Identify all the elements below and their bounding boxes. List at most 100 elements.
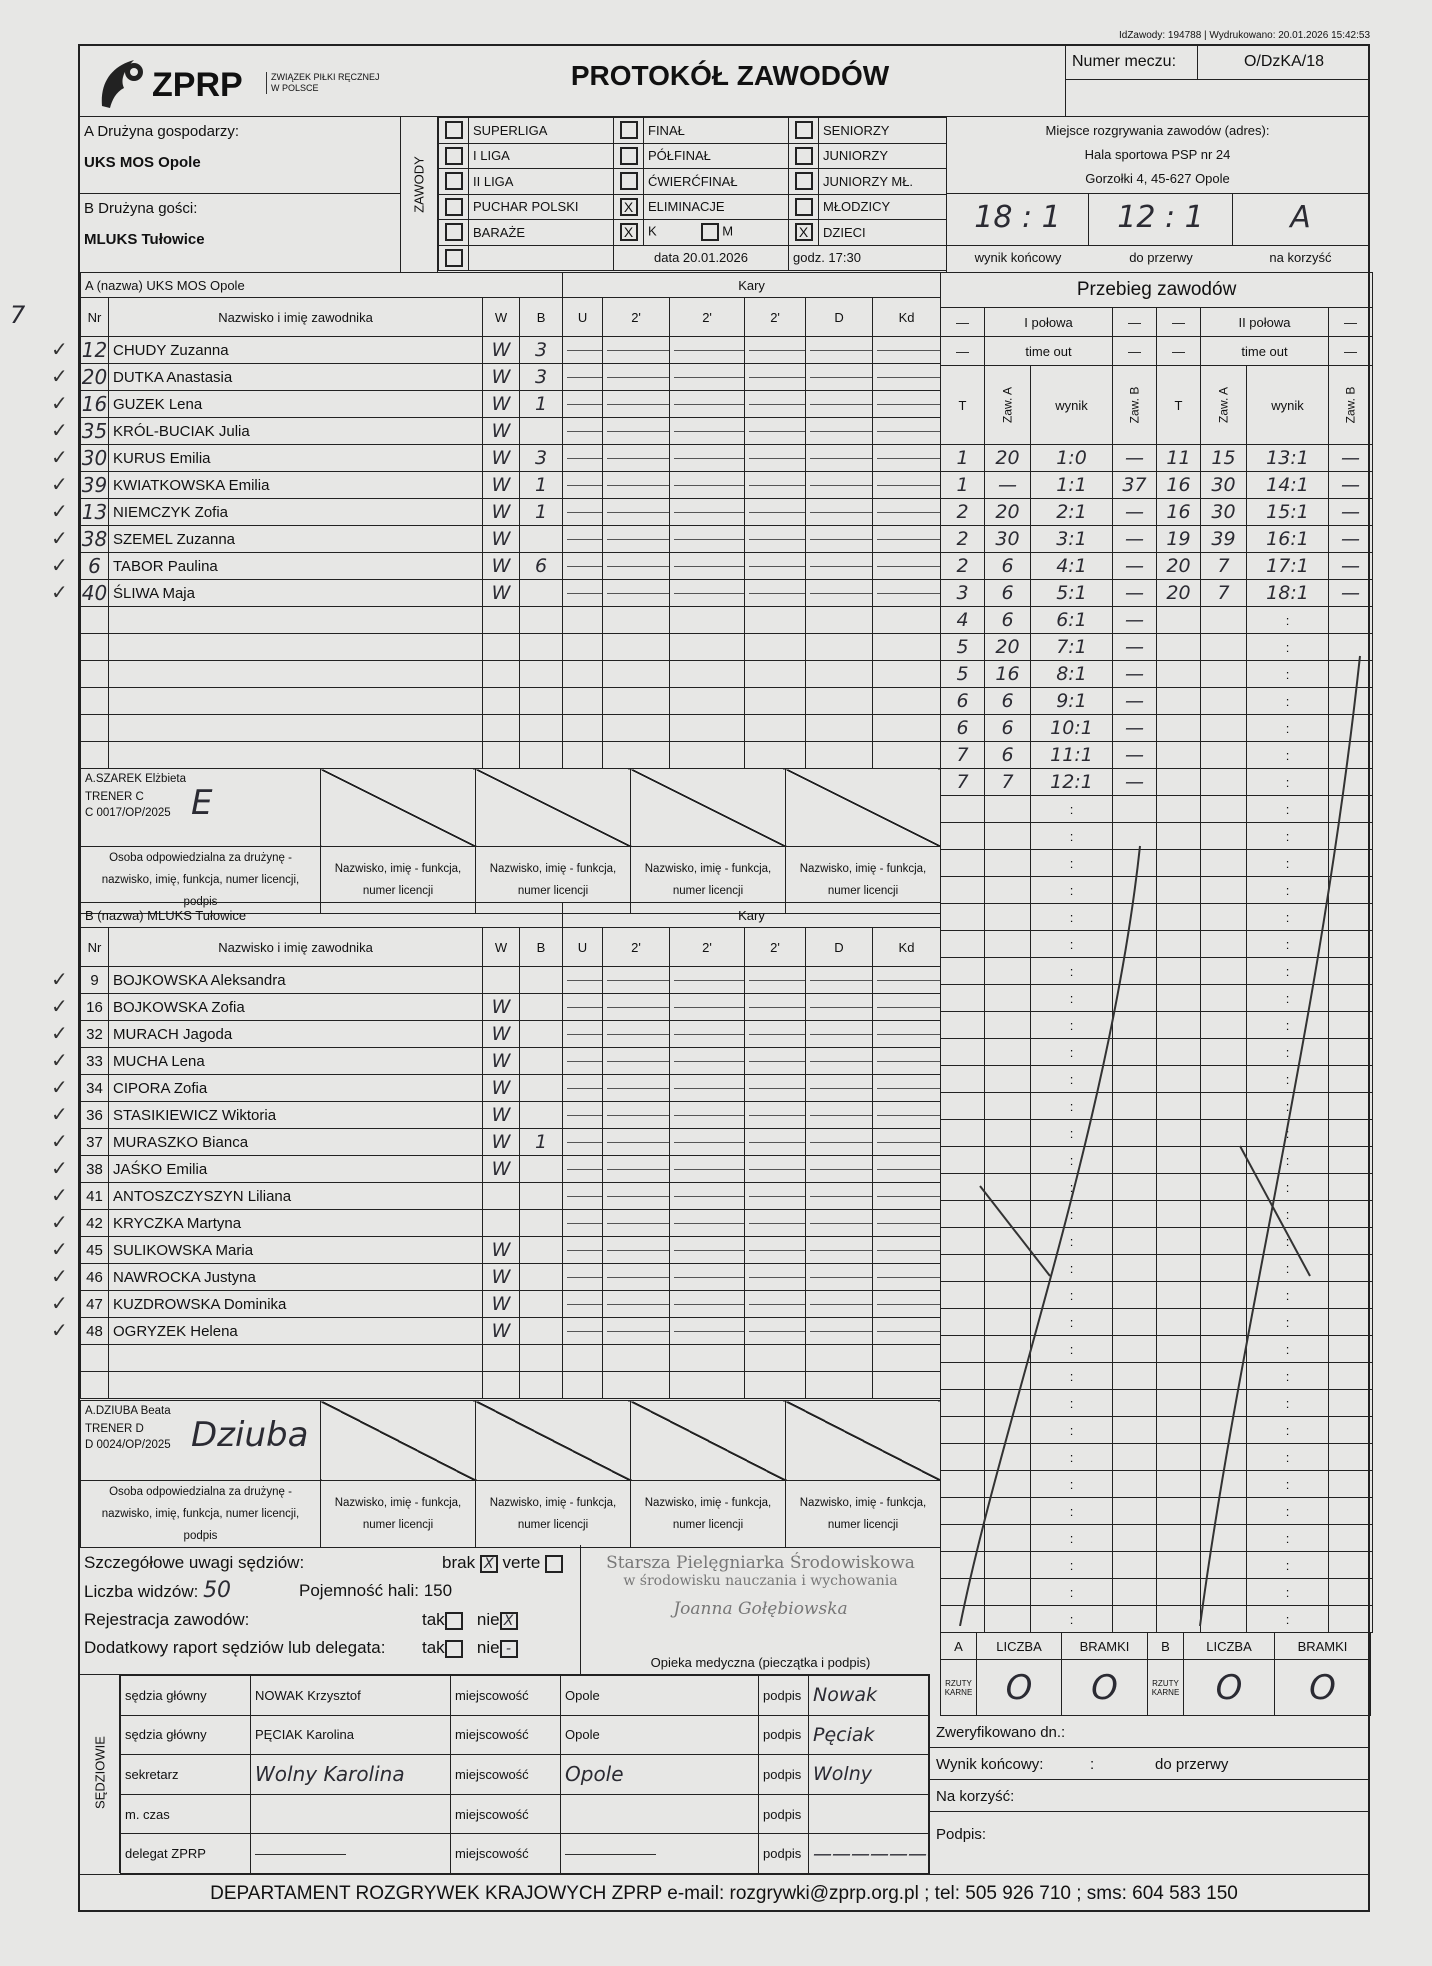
- empty-cell: [1200, 1362, 1247, 1390]
- competition-checkbox[interactable]: X: [619, 197, 638, 216]
- progress-row: 3 6 5:1—20 7 18:1—: [940, 579, 1374, 607]
- score-separator: :: [1246, 741, 1329, 769]
- empty-cell: [1112, 1362, 1157, 1390]
- score-separator: :: [1030, 1605, 1113, 1633]
- check-mark-icon: ✓: [51, 472, 68, 496]
- empty-cell: [1156, 687, 1201, 715]
- empty-cell: [984, 1335, 1031, 1363]
- penalty-cell: [871, 1182, 942, 1210]
- dash: —: [940, 336, 985, 366]
- empty-cell: [669, 1344, 745, 1372]
- col-2min: 2': [669, 927, 745, 967]
- progress-row: ::: [940, 1389, 1374, 1417]
- empty-cell: [805, 660, 874, 688]
- registration-yes-checkbox[interactable]: [444, 1611, 463, 1630]
- competition-checkbox[interactable]: [619, 172, 638, 191]
- empty-cell: [871, 1371, 942, 1399]
- competition-checkbox[interactable]: [700, 223, 719, 242]
- competition-checkbox[interactable]: [444, 248, 463, 267]
- empty-cell: [482, 660, 520, 688]
- progress-time: 4: [940, 606, 985, 634]
- progress-scorer-b: —: [1112, 633, 1157, 661]
- competition-checkbox[interactable]: [794, 172, 813, 191]
- penalty-cell: [805, 417, 874, 445]
- competition-checkbox[interactable]: [619, 146, 638, 165]
- empty-official-slot: [785, 1400, 941, 1481]
- progress-time: 2: [940, 552, 985, 580]
- competition-checkbox-grid: SUPERLIGA FINAŁ SENIORZY I LIGA PÓŁFINAŁ JUNI…: [438, 117, 947, 271]
- report-no-checkbox[interactable]: -: [499, 1639, 518, 1658]
- competition-checkbox[interactable]: [444, 121, 463, 140]
- empty-cell: [1200, 1416, 1247, 1444]
- penalty-cell: [669, 1101, 745, 1129]
- penalty-cell: [602, 1074, 670, 1102]
- vertical-header: Zaw. B: [1127, 386, 1142, 424]
- empty-cell: [940, 957, 985, 985]
- competition-checkbox[interactable]: [444, 146, 463, 165]
- progress-scorer-b: —: [1327, 471, 1374, 499]
- empty-cell: [1327, 660, 1374, 688]
- competition-checkbox[interactable]: [794, 146, 813, 165]
- report-yes-checkbox[interactable]: [444, 1639, 463, 1658]
- progress-time: 11: [1156, 444, 1201, 472]
- score-separator: :: [1246, 957, 1329, 985]
- competition-checkbox[interactable]: [794, 121, 813, 140]
- empty-cell: [1327, 795, 1374, 823]
- competition-checkbox-cell: [438, 142, 469, 169]
- competition-checkbox[interactable]: X: [619, 223, 638, 242]
- empty-cell: [1327, 1551, 1374, 1579]
- remarks-verte-label: verte: [502, 1553, 541, 1572]
- penalty-cell: [602, 1128, 670, 1156]
- competition-checkbox[interactable]: [444, 197, 463, 216]
- remarks-none-checkbox[interactable]: X: [479, 1554, 498, 1573]
- penalty-cell: [602, 1101, 670, 1129]
- col-header: Zaw. A: [984, 365, 1031, 445]
- referee-row: sekretarz Wolny Karolina miejscowość Opole p…: [120, 1754, 929, 1795]
- empty-cell: [940, 849, 985, 877]
- empty-cell: [984, 1416, 1031, 1444]
- penalty-cell: [805, 336, 874, 364]
- responsible-label: Osoba odpowiedzialna za drużynę - nazwisk…: [80, 1480, 321, 1548]
- dash: —: [940, 307, 985, 337]
- empty-cell: [1112, 1038, 1157, 1066]
- referee-signature: [808, 1793, 929, 1835]
- score-separator: :: [1030, 984, 1113, 1012]
- player-goals: [519, 1101, 563, 1129]
- score-separator: :: [1246, 903, 1329, 931]
- progress-row: ::: [940, 1092, 1374, 1120]
- penalty-cell: [805, 498, 874, 526]
- col-d: D: [805, 927, 873, 967]
- progress-score: 5:1: [1030, 579, 1113, 607]
- competition-checkbox[interactable]: [444, 223, 463, 242]
- progress-row: ::: [940, 1227, 1374, 1255]
- col-w: W: [482, 927, 520, 967]
- competition-checkbox[interactable]: [619, 121, 638, 140]
- empty-cell: [1156, 876, 1201, 904]
- progress-score: 17:1: [1246, 552, 1329, 580]
- remarks-verte-checkbox[interactable]: [545, 1554, 564, 1573]
- empty-cell: [1112, 1335, 1157, 1363]
- competition-checkbox[interactable]: X: [794, 223, 813, 242]
- player-goals: [519, 1047, 563, 1075]
- player-name: BOJKOWSKA Aleksandra: [108, 966, 483, 994]
- player-name: MUCHA Lena: [108, 1047, 483, 1075]
- empty-cell: [1327, 1092, 1374, 1120]
- timeout-header: time out: [984, 336, 1113, 366]
- print-info: IdZawody: 194788 | Wydrukowano: 20.01.20…: [1118, 30, 1370, 41]
- progress-scorer-b: —: [1327, 525, 1374, 553]
- empty-cell: [518, 606, 564, 634]
- empty-cell: [1112, 1200, 1157, 1228]
- progress-scorer-b: 37: [1112, 471, 1157, 499]
- player-goals: 3: [518, 363, 564, 391]
- empty-cell: [602, 633, 671, 661]
- empty-cell: [108, 687, 483, 715]
- registration-no-checkbox[interactable]: X: [499, 1611, 518, 1630]
- competition-checkbox[interactable]: [794, 197, 813, 216]
- signature-label: Podpis:: [936, 1826, 987, 1843]
- col-d: D: [805, 297, 874, 337]
- half-time-score: 12 : 1: [1089, 194, 1233, 245]
- score-separator: :: [1030, 795, 1113, 823]
- penalty-cell: [744, 1020, 806, 1048]
- penalty-cell: [562, 1290, 603, 1318]
- competition-checkbox[interactable]: [444, 172, 463, 191]
